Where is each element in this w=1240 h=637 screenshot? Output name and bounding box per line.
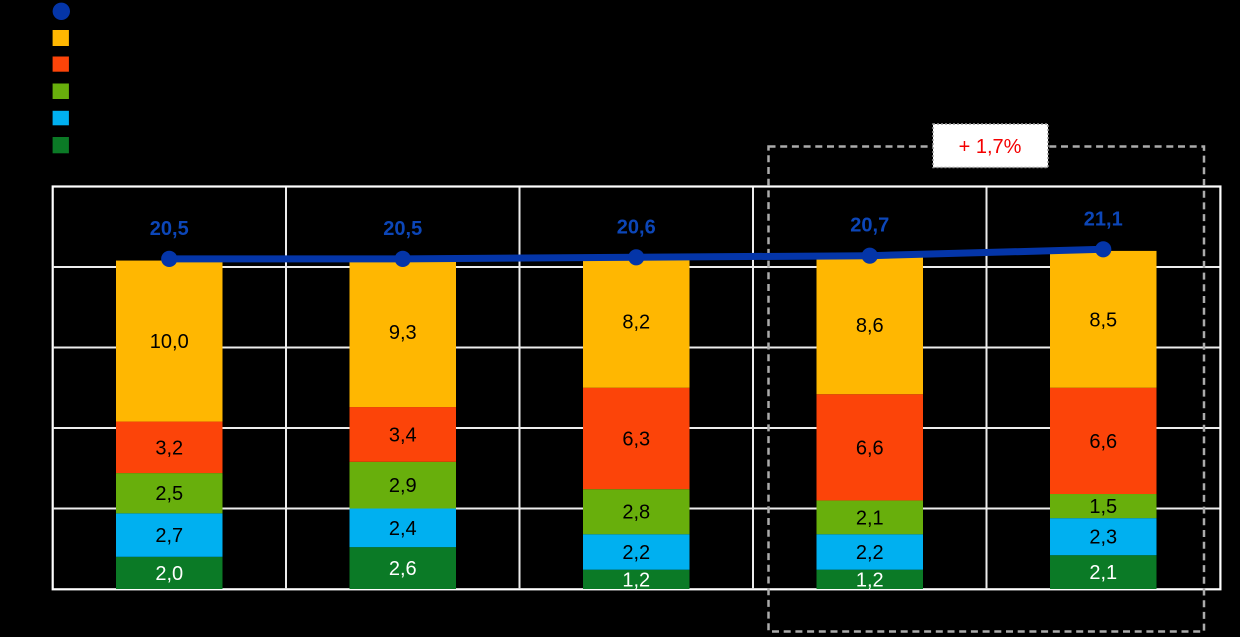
svg-text:20,7: 20,7 [850,215,889,237]
svg-text:21,1: 21,1 [1084,208,1123,230]
svg-text:8,6: 8,6 [856,315,884,337]
svg-text:6,3: 6,3 [622,429,650,451]
svg-text:2,6: 2,6 [389,558,417,580]
svg-text:2,2: 2,2 [622,542,650,564]
svg-text:3,4: 3,4 [389,424,417,446]
svg-text:+ 1,7%: + 1,7% [959,136,1022,158]
svg-text:1,5: 1,5 [1089,496,1117,518]
svg-text:10,0: 10,0 [150,331,189,353]
svg-text:2,9: 2,9 [389,475,417,497]
svg-text:2,0: 2,0 [155,563,183,585]
svg-text:20,5: 20,5 [150,218,189,240]
svg-text:20,6: 20,6 [617,216,656,238]
svg-text:2,4: 2,4 [389,518,417,540]
svg-text:2,2: 2,2 [856,542,884,564]
svg-text:1,2: 1,2 [856,569,884,591]
svg-text:20,5: 20,5 [383,218,422,240]
svg-text:2,3: 2,3 [1089,527,1117,549]
svg-text:6,6: 6,6 [1089,431,1117,453]
svg-text:2,8: 2,8 [622,502,650,524]
svg-text:9,3: 9,3 [389,322,417,344]
svg-text:2,1: 2,1 [1089,562,1117,584]
svg-text:1,2: 1,2 [622,569,650,591]
svg-text:2,5: 2,5 [155,483,183,505]
svg-text:2,7: 2,7 [155,525,183,547]
svg-text:2,1: 2,1 [856,507,884,529]
svg-text:8,5: 8,5 [1089,309,1117,331]
svg-text:6,6: 6,6 [856,437,884,459]
svg-text:8,2: 8,2 [622,312,650,334]
svg-text:3,2: 3,2 [155,437,183,459]
